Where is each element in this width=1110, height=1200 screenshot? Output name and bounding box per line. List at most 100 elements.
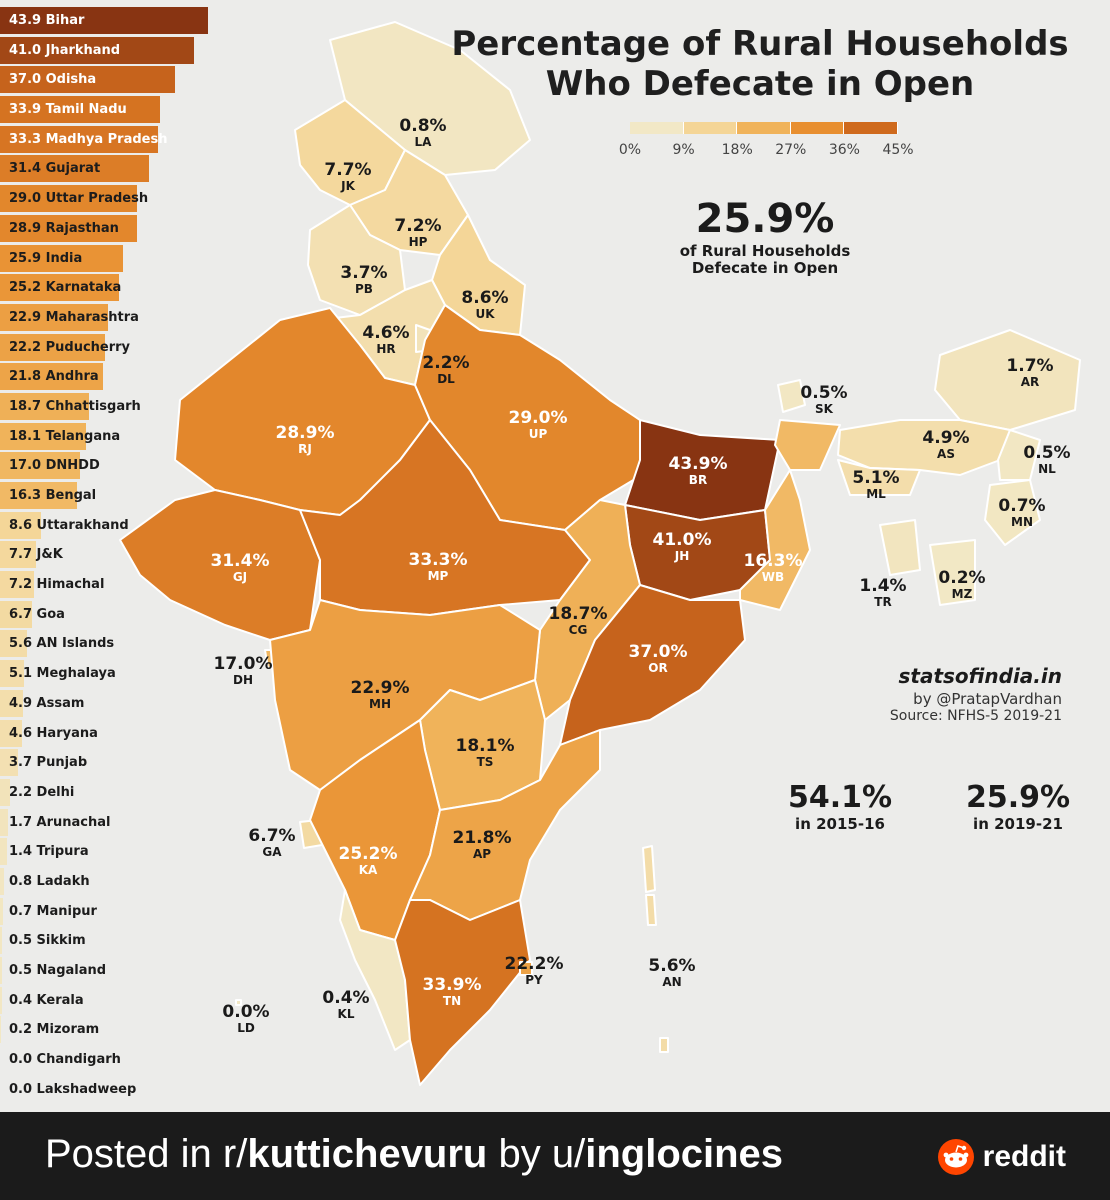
map-label-code: JH	[674, 549, 690, 563]
bar-row: 0.0 Lakshadweep	[0, 1075, 220, 1105]
bar-row: 33.3 Madhya Pradesh	[0, 125, 220, 155]
bar	[0, 867, 4, 895]
map-label-code: LA	[414, 135, 432, 149]
map-label-mh: 22.9% MH	[351, 680, 410, 712]
map-label-percent: 4.6%	[362, 323, 410, 343]
map-label-wb: 16.3% WB	[744, 553, 803, 585]
bar-row: 1.4 Tripura	[0, 837, 220, 867]
bar-label: 16.3 Bengal	[9, 488, 97, 503]
credits-site: statsofindia.in	[898, 664, 1062, 688]
bar-row: 0.2 Mizoram	[0, 1015, 220, 1045]
reddit-brand[interactable]: reddit	[937, 1138, 1066, 1176]
bar-row: 28.9 Rajasthan	[0, 214, 220, 244]
map-label-code: UK	[475, 307, 495, 321]
map-label-code: BR	[688, 473, 708, 487]
bar-row: 31.4 Gujarat	[0, 154, 220, 184]
bar-row: 0.8 Ladakh	[0, 867, 220, 897]
bar-row: 0.0 Chandigarh	[0, 1045, 220, 1075]
bar-label: 6.7 Goa	[9, 606, 65, 622]
bar-label: 17.0 DNHDD	[9, 458, 100, 474]
reddit-footer: Posted in r/kuttichevuru by u/inglocines…	[0, 1112, 1110, 1200]
map-label-percent: 5.1%	[852, 468, 900, 488]
map-label-tn: 33.9% TN	[423, 977, 482, 1009]
map-label-percent: 28.9%	[275, 423, 335, 443]
bar	[0, 571, 35, 599]
bar-row: 22.2 Puducherry	[0, 333, 220, 363]
bar	[0, 96, 161, 124]
map-label-percent: 0.2%	[938, 568, 986, 588]
map-label-percent: 0.8%	[399, 116, 447, 136]
map-label-code: AR	[1020, 375, 1040, 389]
bar-label: 33.9 Tamil Nadu	[9, 102, 127, 118]
map-label-code: UP	[528, 427, 548, 441]
map-label-code: KA	[358, 863, 378, 877]
reddit-wordmark: reddit	[982, 1140, 1066, 1173]
map-label-ld: 0.0% LD	[222, 1004, 269, 1036]
map-label-or: 37.0% OR	[629, 644, 688, 676]
comparison-label: in 2019-21	[973, 815, 1063, 833]
bar-label: 18.7 Chhattisgarh	[9, 398, 141, 414]
region-ML	[837, 459, 921, 496]
credits-author: by @PratapVardhan	[913, 690, 1062, 708]
ranking-bar-chart: 43.9 Bihar 41.0 Jharkhand 37.0 Odisha 33.9 …	[0, 6, 220, 1104]
map-label-percent: 31.4%	[210, 551, 270, 571]
bar-row: 7.7 J&K	[0, 540, 220, 570]
map-label-code: AN	[662, 975, 682, 989]
map-label-uk: 8.6% UK	[461, 290, 508, 322]
map-label-percent: 22.2%	[504, 954, 564, 974]
bar-row: 18.1 Telangana	[0, 422, 220, 452]
bar-label: 18.1 Telangana	[9, 428, 121, 444]
map-label-percent: 18.7%	[548, 604, 608, 624]
map-label-code: MH	[369, 697, 391, 711]
bar	[0, 7, 208, 34]
map-label-percent: 43.9%	[668, 454, 728, 474]
map-label-py: 22.2% PY	[505, 956, 564, 988]
map-label-dh: 17.0% DH	[214, 656, 273, 688]
bar-label: 0.2 Mizoram	[9, 1022, 100, 1038]
map-label-ka: 25.2% KA	[339, 846, 398, 878]
region-AN-2	[645, 894, 657, 926]
map-label-percent: 8.6%	[461, 288, 509, 308]
region-OR	[559, 584, 746, 746]
region-GJ	[119, 489, 321, 641]
subreddit-link[interactable]: kuttichevuru	[247, 1132, 488, 1176]
india-map	[119, 21, 1081, 1086]
bar	[0, 749, 18, 777]
bar-row: 22.9 Maharashtra	[0, 303, 220, 333]
bar-label: 4.9 Assam	[9, 695, 85, 711]
map-label-as: 4.9% AS	[922, 430, 969, 462]
region-AR	[934, 329, 1081, 431]
map-label-code: AP	[472, 847, 492, 861]
bar-label: 0.0 Chandigarh	[9, 1052, 121, 1068]
legend-swatch	[790, 122, 845, 134]
bar-label: 28.9 Rajasthan	[9, 220, 119, 236]
map-label-sk: 0.5% SK	[800, 385, 847, 417]
bar-row: 43.9 Bihar	[0, 6, 220, 36]
bar-row: 3.7 Punjab	[0, 748, 220, 778]
headline-line-1: of Rural Households	[679, 242, 851, 260]
bar-row: 18.7 Chhattisgarh	[0, 392, 220, 422]
map-label-hr: 4.6% HR	[362, 325, 409, 357]
map-label-percent: 37.0%	[628, 642, 688, 662]
map-label-percent: 33.9%	[422, 975, 482, 995]
map-label-mn: 0.7% MN	[998, 498, 1045, 530]
map-label-code: MP	[427, 569, 449, 583]
bar-label: 0.4 Kerala	[9, 992, 84, 1008]
legend-tick: 45%	[882, 142, 914, 158]
map-label-code: SK	[815, 402, 833, 416]
map-label-code: MZ	[951, 587, 973, 601]
bar	[0, 303, 109, 331]
map-label-dl: 2.2% DL	[422, 355, 469, 387]
bar	[0, 897, 4, 925]
map-label-rj: 28.9% RJ	[276, 425, 335, 457]
map-label-code: MN	[1011, 515, 1033, 529]
map-label-la: 0.8% LA	[399, 118, 446, 150]
map-label-percent: 0.4%	[322, 988, 370, 1008]
legend-ticks: 0% 9% 18% 27% 36% 45%	[619, 142, 930, 160]
user-link[interactable]: inglocines	[585, 1132, 784, 1176]
map-label-ap: 21.8% AP	[453, 830, 512, 862]
legend-swatch	[683, 122, 738, 134]
bar-row: 33.9 Tamil Nadu	[0, 95, 220, 125]
bar-row: 5.6 AN Islands	[0, 629, 220, 659]
map-label-code: TS	[476, 755, 494, 769]
